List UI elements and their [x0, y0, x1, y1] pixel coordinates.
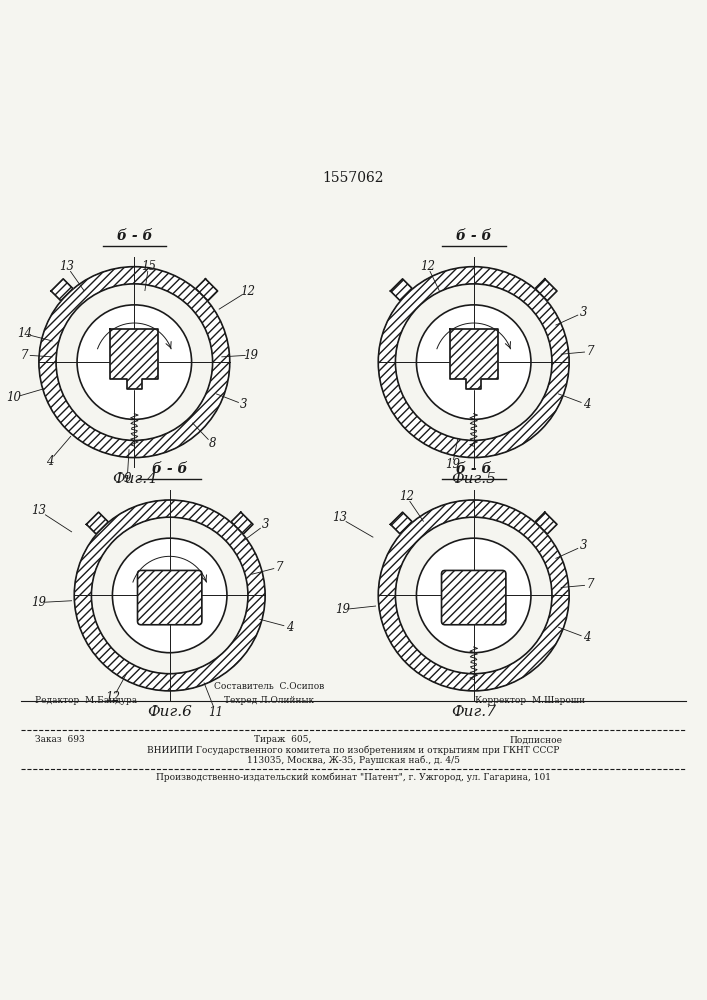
FancyBboxPatch shape	[441, 570, 506, 625]
Text: 12: 12	[105, 691, 121, 704]
Text: 8: 8	[209, 437, 216, 450]
Text: 13: 13	[31, 504, 47, 517]
Polygon shape	[390, 512, 412, 534]
Text: б - б: б - б	[456, 229, 491, 243]
Circle shape	[77, 305, 192, 419]
Text: Фиг.6: Фиг.6	[147, 705, 192, 719]
Text: 19: 19	[243, 349, 259, 362]
Text: 7: 7	[276, 561, 283, 574]
Text: 10: 10	[6, 391, 22, 404]
Text: Производственно-издательский комбинат "Патент", г. Ужгород, ул. Гагарина, 101: Производственно-издательский комбинат "П…	[156, 772, 551, 782]
Polygon shape	[110, 329, 158, 389]
Text: 9: 9	[124, 472, 131, 485]
Polygon shape	[231, 512, 253, 534]
Text: 12: 12	[240, 285, 255, 298]
Text: 3: 3	[580, 539, 587, 552]
Text: б - б: б - б	[117, 229, 152, 243]
Text: 19: 19	[335, 603, 351, 616]
Text: Подписное: Подписное	[509, 735, 562, 744]
Text: Тираж  605,: Тираж 605,	[254, 735, 312, 744]
Text: 7: 7	[21, 349, 28, 362]
Text: 14: 14	[17, 327, 33, 340]
Text: б - б: б - б	[152, 462, 187, 476]
Text: Редактор  М.Бандура: Редактор М.Бандура	[35, 696, 137, 705]
Polygon shape	[390, 279, 412, 301]
Text: Фиг.5: Фиг.5	[451, 472, 496, 486]
Text: 12: 12	[420, 260, 436, 273]
Text: 4: 4	[46, 455, 53, 468]
Text: 3: 3	[580, 306, 587, 319]
Text: 15: 15	[141, 260, 156, 273]
Text: Фиг.7: Фиг.7	[451, 705, 496, 719]
Text: 7: 7	[587, 345, 594, 358]
Text: 19: 19	[445, 458, 460, 471]
Polygon shape	[196, 279, 218, 301]
Text: 1557062: 1557062	[323, 171, 384, 185]
Text: 13: 13	[59, 260, 75, 273]
Text: Заказ  693: Заказ 693	[35, 735, 85, 744]
Polygon shape	[86, 512, 108, 534]
Circle shape	[112, 538, 227, 653]
Polygon shape	[51, 279, 73, 301]
Text: 7: 7	[587, 578, 594, 591]
Text: 13: 13	[332, 511, 347, 524]
Text: 4: 4	[286, 621, 293, 634]
Text: 12: 12	[399, 490, 414, 503]
Circle shape	[416, 538, 531, 653]
Text: Корректор  М.Шароши: Корректор М.Шароши	[475, 696, 585, 705]
Text: 19: 19	[31, 596, 47, 609]
Polygon shape	[535, 512, 557, 534]
Text: 3: 3	[240, 398, 247, 411]
Text: 11: 11	[208, 706, 223, 719]
Text: 113035, Москва, Ж-35, Раушская наб., д. 4/5: 113035, Москва, Ж-35, Раушская наб., д. …	[247, 755, 460, 765]
Circle shape	[416, 305, 531, 419]
Text: Техред Л.Олийнык: Техред Л.Олийнык	[223, 696, 314, 705]
Text: 4: 4	[583, 631, 590, 644]
Text: 3: 3	[262, 518, 269, 531]
Text: б - б: б - б	[456, 462, 491, 476]
Text: 4: 4	[583, 398, 590, 411]
Polygon shape	[450, 329, 498, 389]
FancyBboxPatch shape	[137, 570, 201, 625]
Text: ВНИИПИ Государственного комитета по изобретениям и открытиям при ГКНТ СССР: ВНИИПИ Государственного комитета по изоб…	[147, 745, 560, 755]
Text: Составитель  С.Осипов: Составитель С.Осипов	[214, 682, 324, 691]
Text: Фиг.4: Фиг.4	[112, 472, 157, 486]
Polygon shape	[535, 279, 557, 301]
